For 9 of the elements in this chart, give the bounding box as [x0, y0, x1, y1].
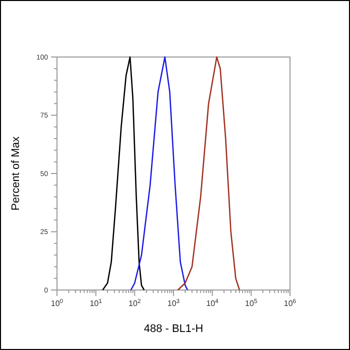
- x-tick-label: 10$^{2}$: [128, 298, 142, 308]
- x-tick-label: 10$^{0}$: [50, 298, 64, 308]
- x-tick-label: 10$^{1}$: [90, 298, 103, 308]
- x-axis-title: 488 - BL1-H: [144, 323, 204, 335]
- x-tick-label: 10$^{6}$: [284, 298, 297, 308]
- y-axis-title: Percent of Max: [10, 136, 22, 210]
- x-tick-label: 10$^{5}$: [245, 298, 258, 308]
- x-tick-label: 10$^{3}$: [167, 298, 180, 308]
- x-tick-label: 10$^{4}$: [206, 298, 220, 308]
